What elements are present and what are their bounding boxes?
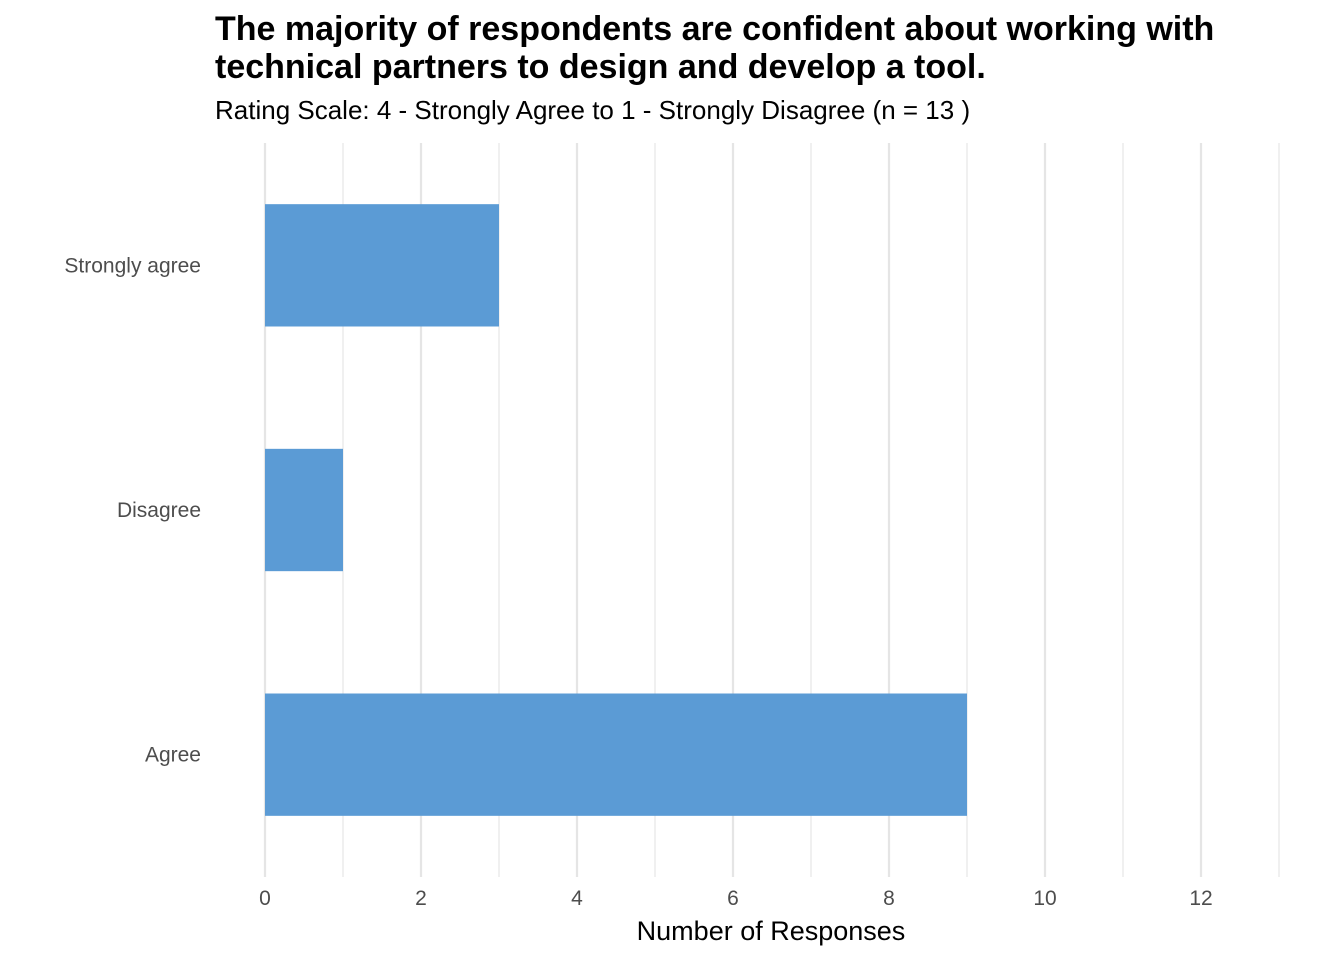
x-tick-label: 10 — [1033, 887, 1056, 910]
label-layer: 0 2 4 6 8 10 12 Strongly agree Disagree Agree — [64, 254, 1212, 910]
x-axis-title: Number of Responses — [637, 916, 906, 946]
bar-layer — [265, 204, 967, 816]
x-tick-label: 12 — [1189, 887, 1212, 910]
y-category-label: Strongly agree — [64, 254, 201, 277]
bar — [265, 693, 967, 816]
x-tick-label: 0 — [259, 887, 271, 910]
chart-title: The majority of respondents are confiden… — [215, 10, 1215, 86]
chart-subtitle: Rating Scale: 4 - Strongly Agree to 1 - … — [215, 95, 971, 125]
bar — [265, 204, 499, 327]
y-category-label: Disagree — [117, 499, 201, 522]
x-tick-label: 8 — [883, 887, 895, 910]
y-category-label: Agree — [145, 744, 201, 767]
bar — [265, 448, 343, 572]
x-tick-label: 6 — [727, 887, 739, 910]
x-tick-label: 2 — [415, 887, 427, 910]
x-tick-label: 4 — [571, 887, 583, 910]
